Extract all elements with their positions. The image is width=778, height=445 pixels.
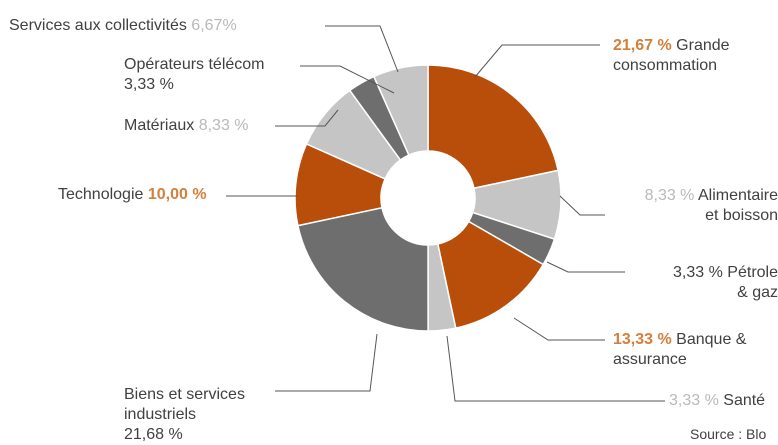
label-name-2: et boisson	[705, 207, 778, 224]
label-name: Pétrole	[727, 264, 778, 281]
label-value: 8,33 %	[198, 117, 249, 134]
leader-line-materiaux	[275, 109, 339, 127]
label-name: Biens et services	[124, 386, 245, 403]
label-name: Santé	[723, 392, 766, 409]
label-value: 3,33 %	[669, 392, 719, 409]
leader-line-grande-consommation	[474, 44, 600, 78]
label-value: 6,67%	[191, 17, 237, 34]
label-value: 8,33 %	[644, 187, 695, 204]
label-name: Technologie	[58, 186, 144, 203]
label-value: 3,33 %	[124, 76, 174, 93]
label-technologie: Technologie 10,00 %	[58, 185, 207, 205]
label-name: Banque &	[676, 331, 747, 348]
leader-line-operateurs	[300, 65, 395, 94]
label-name: Services aux collectivités	[9, 17, 187, 34]
label-petrole: 3,33 % Pétrole & gaz	[673, 263, 778, 303]
label-name: Matériaux	[124, 117, 195, 134]
leader-line-alimentaire	[559, 195, 605, 216]
label-materiaux: Matériaux 8,33 %	[124, 116, 249, 136]
label-alimentaire: 8,33 % Alimentaire et boisson	[645, 186, 778, 226]
label-sante: 3,33 % Santé	[669, 391, 765, 411]
leader-line-banque	[513, 317, 605, 341]
label-name-2: industriels	[124, 406, 197, 423]
label-name-2: assurance	[613, 351, 687, 368]
label-name-2: consommation	[613, 57, 718, 74]
label-biens-services: Biens et services industriels 21,68 %	[124, 385, 245, 445]
label-name: Grande	[676, 37, 730, 54]
label-name-2: & gaz	[737, 284, 778, 301]
leader-line-petrole	[546, 261, 625, 273]
label-value: 3,33 %	[673, 264, 723, 281]
donut-slice-9	[372, 64, 429, 157]
donut-slice-5	[297, 206, 429, 332]
leader-line-biens	[275, 333, 378, 392]
label-banque: 13,33 % Banque & assurance	[613, 330, 746, 370]
leader-line-services	[325, 25, 399, 73]
leader-line-sante	[446, 335, 665, 402]
label-operateurs-telecom: Opérateurs télécom 3,33 %	[124, 55, 265, 95]
slice-group	[294, 64, 562, 332]
label-value: 21,68 %	[124, 426, 183, 443]
label-value: 21,67 %	[613, 37, 672, 54]
label-value: 13,33 %	[613, 331, 672, 348]
source-note: Source : Blo	[690, 426, 767, 442]
donut-slice-0	[427, 64, 559, 190]
label-name: Alimentaire	[697, 187, 778, 204]
label-services-collectivites: Services aux collectivités 6,67%	[9, 16, 237, 36]
leader-line-group	[226, 25, 665, 402]
label-grande-consommation: 21,67 % Grande consommation	[613, 36, 730, 76]
label-value: 10,00 %	[147, 186, 207, 203]
label-name: Opérateurs télécom	[124, 56, 265, 73]
donut-slice-3	[436, 220, 545, 329]
